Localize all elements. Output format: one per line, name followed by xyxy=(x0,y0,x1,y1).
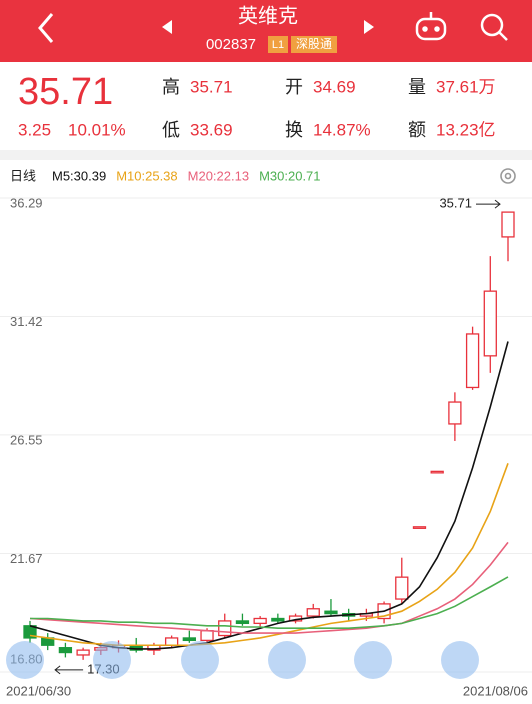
toolbar xyxy=(6,641,479,679)
stat-label: 开 xyxy=(285,77,303,97)
separator xyxy=(0,150,532,160)
legend-entry: M10:25.38 xyxy=(116,168,177,183)
tool-button[interactable] xyxy=(441,641,479,679)
candle-body xyxy=(235,620,250,625)
next-stock[interactable] xyxy=(364,20,374,34)
candle-body xyxy=(501,211,515,238)
stat-label: 额 xyxy=(408,120,426,140)
level: L1 xyxy=(272,39,284,51)
y-tick-label: 26.55 xyxy=(10,432,43,447)
back-button[interactable] xyxy=(38,13,54,43)
legend-entry: M20:22.13 xyxy=(188,168,249,183)
candle-body xyxy=(430,470,444,474)
max-arrow xyxy=(476,199,501,209)
max-label: 35.71 xyxy=(439,196,472,211)
robot-icon[interactable] xyxy=(415,12,447,41)
settings-icon[interactable] xyxy=(500,168,516,184)
candle-body xyxy=(218,620,232,637)
y-tick-label: 21.67 xyxy=(10,551,43,566)
stat-value: 37.61万 xyxy=(436,77,496,96)
level-badge xyxy=(268,36,288,53)
stat-value: 33.69 xyxy=(190,120,233,139)
tool-button[interactable] xyxy=(354,641,392,679)
x-tick-label: 2021/06/30 xyxy=(6,683,71,698)
candle-body xyxy=(306,608,320,617)
legend-entry: M30:20.71 xyxy=(259,168,320,183)
y-tick-label: 31.42 xyxy=(10,314,43,329)
min-arrow xyxy=(54,665,84,675)
change: 3.25 xyxy=(18,120,51,139)
stock-name: 英维克 xyxy=(238,4,298,27)
candle-body xyxy=(253,617,267,625)
stat-label: 量 xyxy=(408,77,426,97)
stat-value: 14.87% xyxy=(313,120,371,139)
candle-body xyxy=(448,401,462,425)
prev-stock[interactable] xyxy=(162,20,172,34)
legend-entry: M5:30.39 xyxy=(52,168,106,183)
x-tick-label: 2021/08/06 xyxy=(463,683,528,698)
tag: 深股通 xyxy=(296,37,332,51)
candle-body xyxy=(76,649,90,656)
header-bar xyxy=(0,0,532,62)
candle-body xyxy=(164,637,179,646)
tool-button[interactable] xyxy=(181,641,219,679)
ma-line xyxy=(29,541,509,634)
candle-body xyxy=(465,333,480,389)
change-pct: 10.01% xyxy=(68,120,126,139)
candle-body xyxy=(58,647,73,654)
stat-value: 13.23亿 xyxy=(436,120,496,139)
stat-value: 35.71 xyxy=(190,77,233,96)
tool-button[interactable] xyxy=(93,641,131,679)
ma-line xyxy=(30,576,509,630)
candle-body xyxy=(182,637,196,642)
candle-body xyxy=(324,610,338,615)
period: 日线 xyxy=(10,168,36,183)
tag-badge xyxy=(291,36,337,53)
chart: 36.2931.4226.5521.6716.80M5:30.39M10:25.… xyxy=(0,168,532,698)
stat-value: 34.69 xyxy=(313,77,356,96)
tool-button[interactable] xyxy=(268,641,306,679)
stat-label: 低 xyxy=(162,120,180,140)
candle-body xyxy=(483,290,497,357)
tool-button[interactable] xyxy=(6,641,44,679)
stat-label: 换 xyxy=(285,120,303,140)
candle-body xyxy=(271,617,285,622)
candle-body xyxy=(200,630,214,642)
stat-label: 高 xyxy=(162,77,180,97)
candle-body xyxy=(412,526,427,529)
stock-code: 002837 xyxy=(206,36,256,53)
candle-body xyxy=(395,576,409,600)
search-icon[interactable] xyxy=(480,13,508,41)
price: 35.71 xyxy=(18,71,113,113)
y-tick-label: 36.29 xyxy=(10,195,43,210)
